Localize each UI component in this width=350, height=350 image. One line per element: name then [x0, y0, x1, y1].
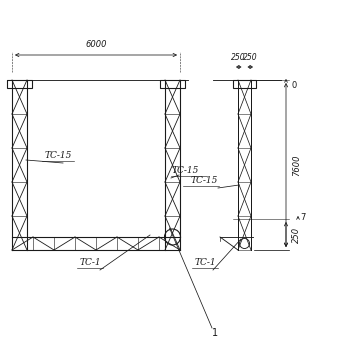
Text: 250: 250: [231, 53, 246, 62]
Text: ТС-1: ТС-1: [194, 258, 216, 267]
Text: ТС-15: ТС-15: [191, 176, 218, 185]
Text: ТС-1: ТС-1: [79, 258, 101, 267]
Bar: [233, 80, 256, 88]
Text: 250: 250: [292, 226, 301, 243]
Text: ТС-15: ТС-15: [44, 151, 72, 160]
Text: 0: 0: [292, 81, 297, 90]
Text: 6000: 6000: [85, 40, 107, 49]
Text: ТС-15: ТС-15: [172, 166, 199, 175]
Text: 7: 7: [300, 212, 305, 222]
Text: 7600: 7600: [292, 154, 301, 176]
Text: 1: 1: [212, 328, 218, 338]
Bar: [160, 80, 185, 88]
Bar: [7, 80, 32, 88]
Text: 250: 250: [243, 53, 258, 62]
